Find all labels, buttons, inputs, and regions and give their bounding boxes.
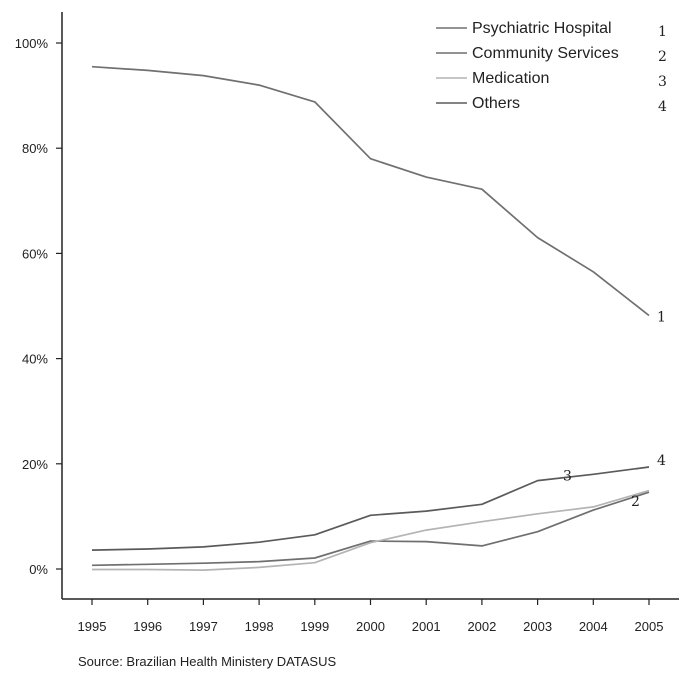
- legend-label: Community Services: [472, 45, 619, 62]
- x-tick-label: 1998: [245, 619, 274, 634]
- series-end-label: 4: [657, 453, 666, 469]
- x-tick-label: 2005: [635, 619, 664, 634]
- y-tick-label: 20%: [22, 457, 48, 472]
- series-end-labels: 1 2 3 4: [563, 309, 666, 510]
- series-line-medication: [92, 489, 650, 571]
- legend-marker: 1: [658, 24, 667, 40]
- x-tick-label: 1995: [78, 619, 107, 634]
- legend-label: Others: [472, 95, 520, 112]
- legend-label: Psychiatric Hospital: [472, 20, 612, 37]
- legend-label: Medication: [472, 70, 549, 87]
- series-line-others: [91, 466, 650, 551]
- y-tick-label: 80%: [22, 141, 48, 156]
- x-tick-label: 2004: [579, 619, 608, 634]
- y-tick-label: 0%: [29, 562, 48, 577]
- x-tick-label: 2001: [412, 619, 441, 634]
- series-end-label: 3: [563, 469, 572, 485]
- legend-marker: 4: [658, 99, 667, 115]
- legend-marker: 3: [658, 74, 667, 90]
- series-line-community-services: [91, 491, 650, 567]
- x-tick-label: 1996: [133, 619, 162, 634]
- series-line-psychiatric-hospital: [91, 65, 650, 317]
- y-tick-label: 40%: [22, 352, 48, 367]
- axes: 0% 20% 40% 60% 80% 100% 1995 1996 1997 1998 1999 20…: [15, 12, 679, 634]
- source-note: Source: Brazilian Health Ministery DATAS…: [78, 654, 337, 669]
- x-tick-label: 2003: [523, 619, 552, 634]
- series-lines: [91, 65, 650, 571]
- legend-marker: 2: [658, 49, 667, 65]
- x-tick-label: 2002: [467, 619, 496, 634]
- y-tick-label: 60%: [22, 246, 48, 261]
- x-tick-label: 1999: [300, 619, 329, 634]
- series-end-label: 2: [631, 494, 640, 510]
- x-tick-label: 2000: [356, 619, 385, 634]
- legend: Psychiatric Hospital 1 Community Services 2…: [436, 20, 667, 115]
- y-tick-label: 100%: [15, 36, 49, 51]
- series-end-label: 1: [657, 309, 666, 325]
- x-tick-label: 1997: [189, 619, 218, 634]
